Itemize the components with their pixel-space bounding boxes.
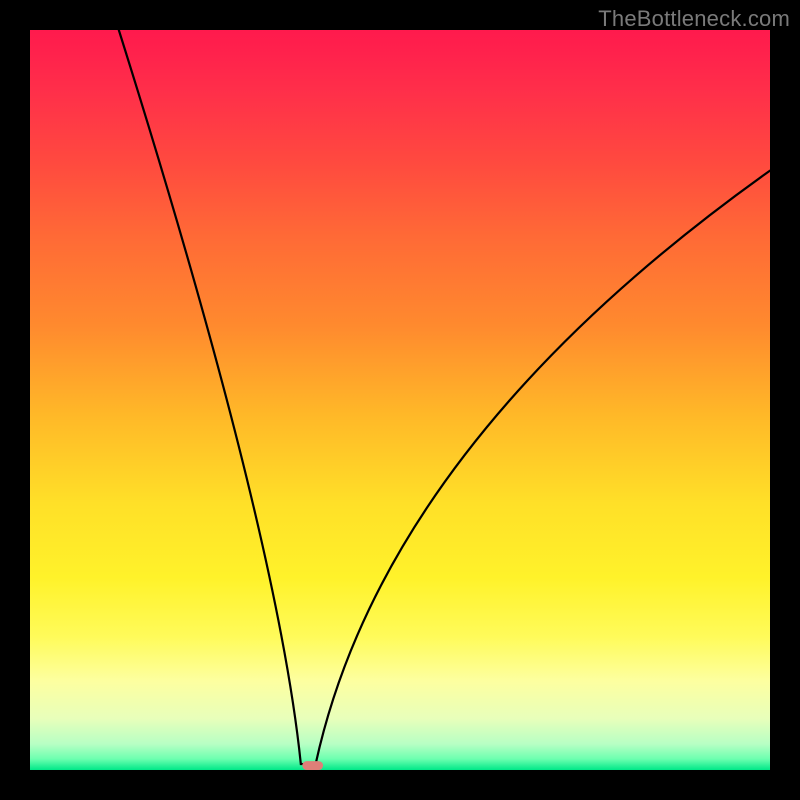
plot-background	[30, 30, 770, 770]
chart-stage: TheBottleneck.com	[0, 0, 800, 800]
optimal-marker	[302, 761, 323, 770]
watermark-text: TheBottleneck.com	[598, 6, 790, 32]
bottleneck-chart	[0, 0, 800, 800]
